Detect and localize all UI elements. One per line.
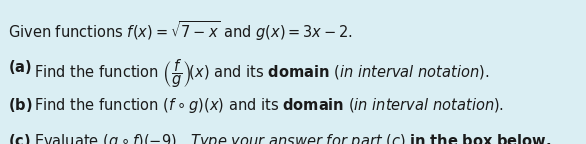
- Text: $\mathbf{(c)}$: $\mathbf{(c)}$: [8, 132, 30, 144]
- Text: $\mathbf{(b)}$: $\mathbf{(b)}$: [8, 96, 32, 114]
- Text: $\mathbf{(a)}$: $\mathbf{(a)}$: [8, 58, 32, 76]
- Text: Given functions $f(x)=\sqrt{7-x}$ and $g(x)=3x-2.$: Given functions $f(x)=\sqrt{7-x}$ and $g…: [8, 19, 353, 43]
- Text: Find the function $(f\circ g)(x)$ and its $\mathbf{domain}$ $\mathit{(in\ interv: Find the function $(f\circ g)(x)$ and it…: [34, 96, 504, 115]
- Text: Evaluate $(g\circ f)(-9)$.  $\mathit{Type\ your\ answer\ for\ part}$ $\mathit{(c: Evaluate $(g\circ f)(-9)$. $\mathit{Type…: [34, 132, 551, 144]
- Text: Find the function $\left(\dfrac{f}{g}\right)\!(x)$ and its $\mathbf{domain}$ $\m: Find the function $\left(\dfrac{f}{g}\ri…: [34, 58, 489, 90]
